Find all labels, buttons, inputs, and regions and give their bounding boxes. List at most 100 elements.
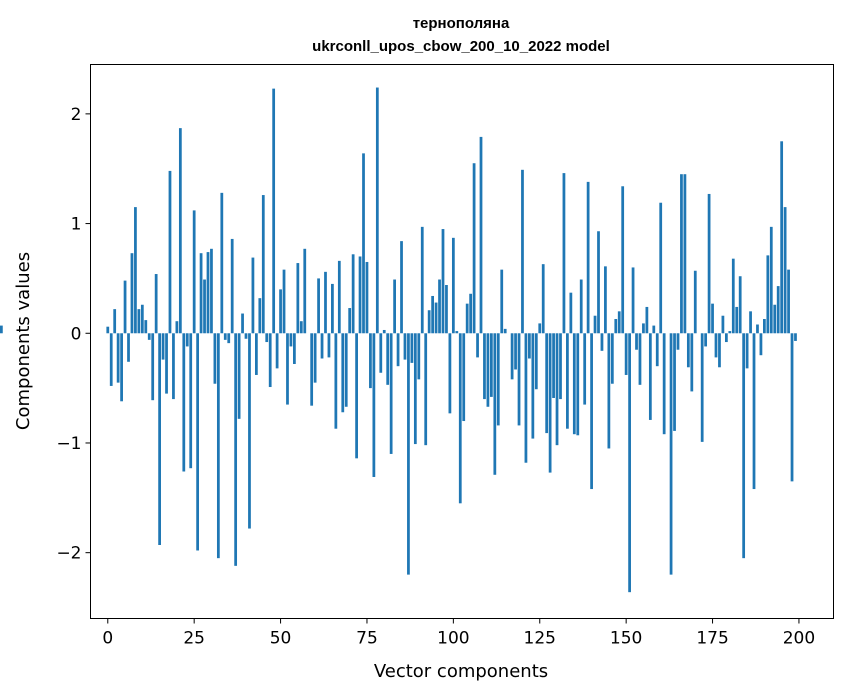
bar-56 [299,321,303,334]
bar-0 [106,326,110,334]
bar-187 [752,333,756,490]
bar-186 [749,311,752,334]
bar-132 [562,173,566,334]
bar-157 [648,333,652,420]
y-axis: −2 −1 0 1 2 [56,105,91,564]
bar-13 [151,333,155,401]
bar-53 [289,333,293,347]
bar-175 [711,303,714,334]
bar-169 [690,333,694,392]
bar-113 [496,333,500,426]
x-tick-label: 75 [356,629,378,649]
bar-25 [192,210,196,334]
bar-176 [714,333,718,358]
bar-174 [707,193,711,334]
bar-32 [216,333,220,559]
bar-84 [396,333,400,367]
bar-120 [521,169,524,334]
bar-147 [614,319,618,334]
bar-8 [134,207,137,334]
plot-frame [90,64,834,619]
bar-193 [773,304,777,334]
x-tick-label: 150 [610,629,642,649]
bar-123 [531,333,535,439]
bar-161 [662,333,666,435]
bar-129 [552,333,555,398]
y-tick-label: −2 [56,544,81,564]
chart-title: тернополяна [413,15,510,32]
bar-47 [268,333,272,388]
bar-88 [410,333,414,363]
bar-95 [434,302,438,334]
bar-59 [310,333,314,406]
bar-36 [230,238,234,334]
bar-105 [469,293,473,334]
bar-23 [185,333,189,347]
bar-51 [282,269,286,334]
bar-154 [638,333,642,385]
bar-149 [621,186,625,334]
bar-102 [458,333,462,504]
bar-189 [759,333,763,356]
bar-109 [483,333,486,400]
bar-30 [210,248,213,334]
bar-106 [472,163,476,334]
bar-151 [628,333,631,593]
bar-183 [738,276,742,334]
bar-182 [735,306,739,334]
bar-5 [123,280,127,334]
bar-139 [586,181,590,334]
bar-24 [189,333,193,469]
bar-74 [362,153,365,334]
bar-96 [438,279,441,334]
bar-143 [600,333,604,351]
bar-131 [559,333,562,400]
bar-145 [607,333,611,449]
bar-49 [275,333,279,369]
bar-172 [700,333,704,442]
bar-78 [375,87,379,334]
y-tick-label: 0 [71,324,82,344]
bar-27 [199,253,203,334]
bar-142 [597,231,600,334]
bar-195 [780,141,784,334]
bar-68 [341,333,345,413]
y-tick-label: −1 [56,434,81,454]
y-tick-label: 2 [71,105,82,125]
bar-61 [317,278,320,334]
bar-136 [576,333,580,436]
bar-177 [718,333,721,368]
bar-42 [251,257,255,334]
bar-46 [265,333,269,343]
bar-20 [175,321,179,334]
bar-39 [241,313,244,334]
bar-50 [279,289,282,334]
bar-179 [724,333,728,343]
bar-16 [161,333,165,360]
bar-118 [514,333,517,370]
bar-7 [130,253,134,334]
bar-198 [790,333,794,482]
bar-79 [379,333,383,373]
bar-38 [237,333,241,419]
bar-28 [203,279,206,334]
x-tick-label: 0 [102,629,113,649]
bar-6 [127,333,130,362]
bar-184 [742,333,746,559]
bar-45 [261,195,265,334]
x-tick-label: 50 [270,629,292,649]
bar-124 [534,333,538,390]
bar-199 [794,333,797,341]
bar-71 [351,254,355,334]
x-axis-label: Vector components [374,661,548,682]
bar-52 [286,333,289,405]
chart-subtitle: ukrconll_upos_cbow_200_10_2022 model [312,38,610,55]
bar-126 [541,264,545,334]
bar-26 [196,333,200,551]
y-tick-label: 1 [71,215,82,235]
bar-29 [206,252,210,334]
bar-125 [538,323,542,334]
bar-43 [255,333,258,375]
bar-54 [293,333,296,364]
bar-127 [545,333,549,434]
